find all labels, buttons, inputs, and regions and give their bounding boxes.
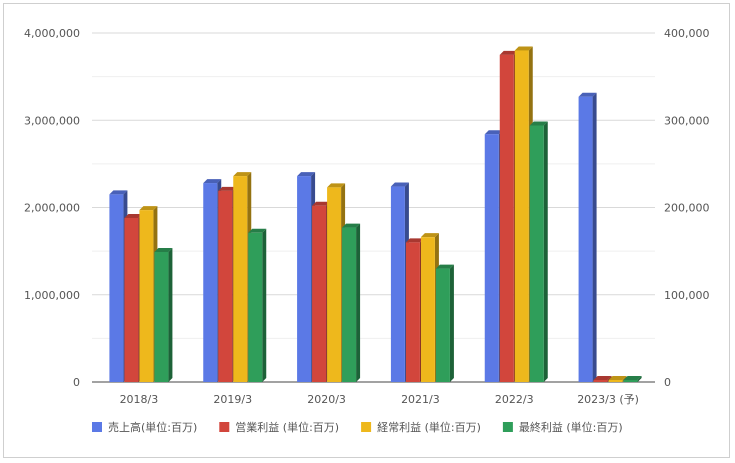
- bar-front: [514, 50, 529, 382]
- bar: [578, 92, 597, 382]
- x-tick-label: 2022/3: [495, 393, 534, 406]
- bar-front: [124, 217, 139, 382]
- bar-top: [233, 172, 252, 177]
- bar-front: [405, 242, 420, 382]
- bar-top: [514, 46, 533, 51]
- legend-label: 営業利益 (単位:百万): [235, 420, 339, 434]
- x-tick-label: 2018/3: [120, 393, 159, 406]
- bar-top: [203, 179, 222, 184]
- legend-swatch: [92, 422, 102, 432]
- bar: [342, 223, 361, 382]
- bar-top: [608, 376, 627, 380]
- bar-top: [623, 376, 642, 380]
- bar-top: [139, 206, 158, 211]
- bar-side: [262, 228, 267, 382]
- bar: [623, 376, 642, 382]
- bar-top: [248, 228, 267, 233]
- bar-front: [593, 380, 608, 382]
- bar-top: [529, 121, 548, 126]
- right-tick-label: 400,000: [664, 27, 710, 40]
- right-tick-label: 0: [664, 376, 671, 389]
- bar-front: [420, 237, 435, 382]
- x-tick-label: 2021/3: [401, 393, 440, 406]
- gridlines: [92, 32, 655, 383]
- bar: [154, 247, 173, 382]
- bar-top: [578, 92, 597, 97]
- left-axis-ticks: 0 1,000,000 2,000,000 3,000,000 4,000,000: [24, 27, 80, 389]
- bar-front: [327, 187, 342, 382]
- legend-swatch: [502, 422, 513, 432]
- legend-label: 売上高(単位:百万): [108, 420, 197, 434]
- bar-front: [390, 186, 405, 382]
- bar-front: [109, 194, 124, 382]
- bar-side: [449, 264, 454, 382]
- bar-front: [203, 183, 218, 382]
- bar-top: [327, 183, 346, 188]
- bar-front: [342, 227, 357, 382]
- left-tick-label: 1,000,000: [24, 289, 80, 302]
- legend-label: 最終利益 (単位:百万): [519, 420, 623, 434]
- bar-top: [435, 264, 454, 269]
- legend-swatch: [361, 422, 372, 432]
- bar-front: [297, 176, 312, 382]
- bar-front: [499, 54, 514, 382]
- right-tick-label: 200,000: [664, 202, 710, 215]
- bar-top: [342, 223, 361, 228]
- bar-top: [154, 247, 173, 252]
- x-tick-label: 2020/3: [307, 393, 346, 406]
- bar-top: [593, 376, 612, 380]
- bar-side: [592, 92, 597, 382]
- legend-item: 経常利益 (単位:百万): [361, 420, 481, 434]
- bar-top: [124, 213, 143, 218]
- bar-front: [608, 380, 623, 382]
- bar-side: [543, 121, 548, 383]
- legend-item: 最終利益 (単位:百万): [502, 420, 623, 434]
- bar-front: [623, 380, 638, 382]
- bar: [248, 228, 267, 382]
- bar-top: [420, 233, 439, 238]
- bar-front: [233, 176, 248, 382]
- legend: 売上高(単位:百万) 営業利益 (単位:百万) 経常利益 (単位:百万) 最終利益 (…: [92, 420, 623, 434]
- right-tick-label: 300,000: [664, 114, 710, 127]
- bar-top: [499, 50, 518, 55]
- left-tick-label: 3,000,000: [24, 114, 80, 127]
- x-tick-label: 2023/3 (予): [577, 393, 639, 406]
- bars: [109, 46, 642, 383]
- legend-item: 売上高(単位:百万): [92, 420, 197, 434]
- legend-label: 経常利益 (単位:百万): [377, 420, 481, 434]
- bar: [435, 264, 454, 382]
- left-tick-label: 0: [73, 376, 80, 389]
- bar-top: [297, 172, 316, 177]
- left-tick-label: 4,000,000: [24, 27, 80, 40]
- legend-item: 営業利益 (単位:百万): [219, 420, 339, 434]
- right-axis-ticks: 0 100,000 200,000 300,000 400,000: [664, 27, 710, 389]
- bar-front: [435, 268, 450, 382]
- x-tick-label: 2019/3: [213, 393, 252, 406]
- bar-side: [637, 376, 642, 382]
- bar-front: [578, 96, 593, 382]
- bar-top: [312, 201, 331, 206]
- bar-front: [248, 232, 263, 382]
- right-tick-label: 100,000: [664, 289, 710, 302]
- bar: [529, 121, 548, 383]
- bar-top: [484, 130, 503, 135]
- bar-front: [218, 190, 233, 382]
- bar-top: [109, 190, 128, 195]
- bar-side: [168, 247, 173, 382]
- bar-top: [218, 186, 237, 191]
- bar-front: [484, 134, 499, 382]
- bar-front: [139, 210, 154, 382]
- bar-side: [356, 223, 361, 382]
- bar-front: [529, 125, 544, 383]
- bar-top: [390, 182, 409, 187]
- bar-front: [154, 251, 169, 382]
- x-axis-ticks: 2018/3 2019/3 2020/3 2021/3 2022/3 2023/3 (予): [120, 393, 639, 406]
- bar-top: [405, 238, 424, 243]
- bar-front: [312, 205, 327, 382]
- legend-swatch: [219, 422, 230, 432]
- left-tick-label: 2,000,000: [24, 202, 80, 215]
